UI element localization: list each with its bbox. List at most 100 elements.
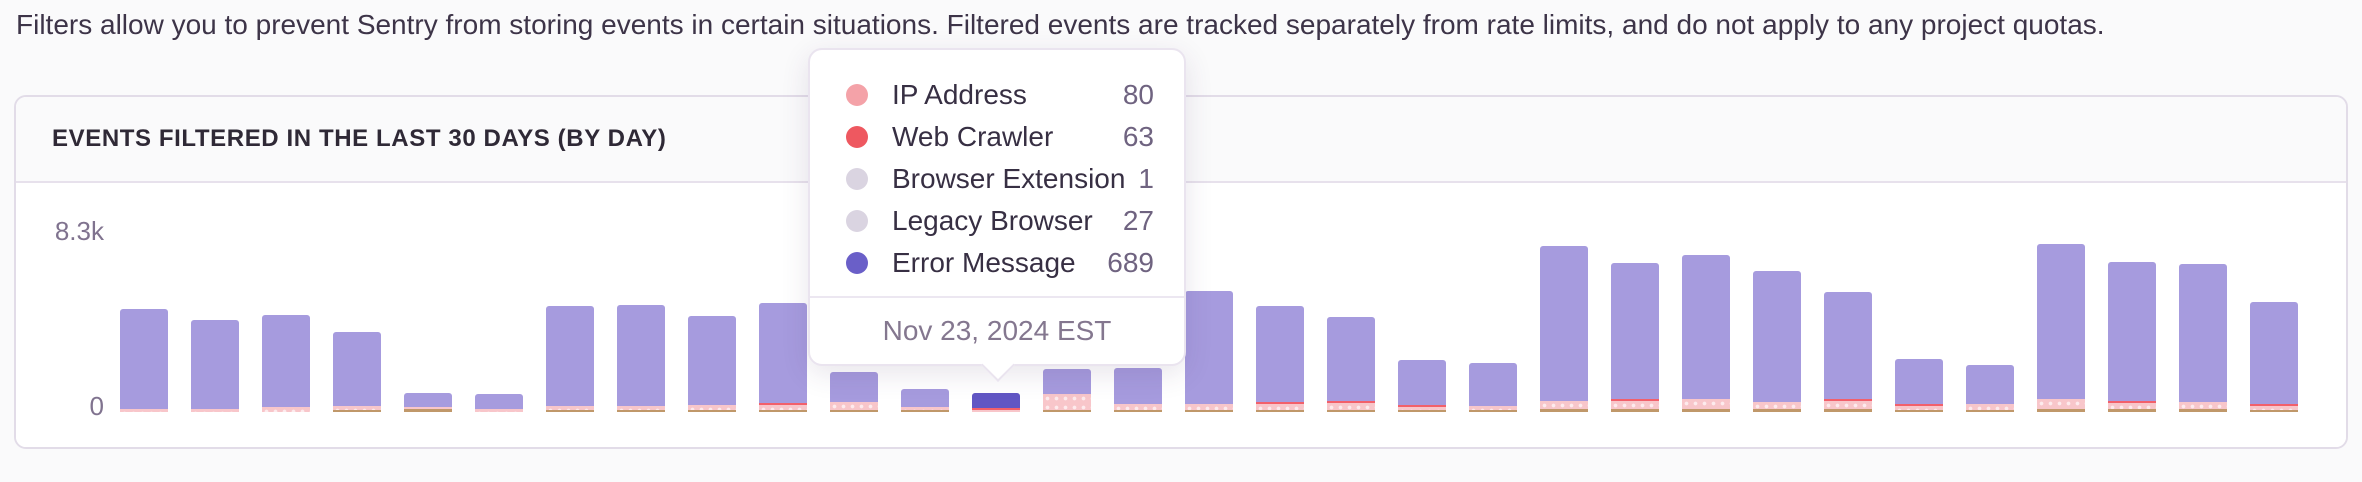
bar-segment-error — [1185, 291, 1233, 404]
bar-segment-other — [1398, 410, 1446, 412]
chart-bar[interactable] — [1327, 317, 1375, 412]
bar-segment-error — [1895, 359, 1943, 404]
chart-bar[interactable] — [617, 305, 665, 412]
chart-bar[interactable] — [191, 320, 239, 412]
tooltip-row-value: 63 — [1122, 121, 1154, 152]
bar-segment-other — [1611, 409, 1659, 412]
bar-segment-error — [1256, 306, 1304, 402]
chart-bar[interactable] — [2108, 262, 2156, 412]
tooltip-row: Error Message 689 — [846, 242, 1154, 284]
bar-segment-other — [2037, 409, 2085, 412]
chart-bar[interactable] — [404, 393, 452, 412]
chart-bar[interactable] — [1540, 246, 1588, 412]
chart-bar[interactable] — [1469, 363, 1517, 412]
tooltip-divider — [810, 296, 1184, 298]
chart-bar[interactable] — [2037, 244, 2085, 412]
chart-bar[interactable] — [2250, 302, 2298, 412]
bar-segment-other — [1753, 409, 1801, 412]
chart-bar[interactable] — [546, 306, 594, 412]
tooltip-row-label: Browser Extension — [892, 163, 1126, 194]
bar-segment-ip — [1824, 401, 1872, 409]
bars-container — [16, 183, 2346, 447]
chart-bar[interactable] — [688, 316, 736, 412]
bar-segment-other — [1469, 410, 1517, 412]
bar-segment-other — [333, 410, 381, 412]
chart-bar[interactable] — [2179, 264, 2227, 412]
bar-segment-error — [1966, 365, 2014, 404]
bar-segment-error — [1753, 271, 1801, 402]
chart-bar[interactable] — [1114, 368, 1162, 412]
bar-segment-ip — [688, 405, 736, 410]
bar-segment-error — [1114, 368, 1162, 404]
bar-segment-ip — [1398, 407, 1446, 410]
bar-segment-error — [2108, 262, 2156, 401]
bar-segment-error — [759, 303, 807, 403]
bar-segment-error — [2250, 302, 2298, 404]
bar-segment-ip — [262, 407, 310, 412]
tooltip-row: Web Crawler 63 — [846, 116, 1154, 158]
chart-bar[interactable] — [1185, 291, 1233, 412]
chart-bar[interactable] — [120, 309, 168, 412]
page-description: Filters allow you to prevent Sentry from… — [16, 9, 2105, 40]
bar-segment-other — [1824, 409, 1872, 412]
legend-dot-icon — [846, 210, 868, 232]
tooltip-date: Nov 23, 2024 EST — [882, 315, 1112, 346]
bar-segment-error — [1469, 363, 1517, 406]
bar-segment-other — [404, 409, 452, 412]
bar-segment-other — [2250, 410, 2298, 412]
chart-bar[interactable] — [1895, 359, 1943, 412]
bar-segment-error — [120, 309, 168, 409]
bar-segment-ip — [1043, 394, 1091, 410]
chart-bar[interactable] — [1398, 360, 1446, 412]
bar-segment-other — [1256, 410, 1304, 412]
bar-segment-ip — [1185, 404, 1233, 410]
chart-bar[interactable] — [1824, 292, 1872, 412]
bar-segment-other — [830, 410, 878, 412]
chart-bar[interactable] — [1043, 369, 1091, 412]
tooltip-row-value: 80 — [1122, 79, 1154, 110]
bar-segment-error — [333, 332, 381, 406]
bar-segment-crawler — [759, 403, 807, 405]
chart-bar[interactable] — [759, 303, 807, 412]
legend-dot-icon — [846, 84, 868, 106]
tooltip-row-label: IP Address — [892, 79, 1027, 110]
tooltip-rows: IP Address 80 Web Crawler 63 Browser Extensi… — [810, 50, 1184, 284]
chart-bar[interactable] — [1966, 365, 2014, 412]
bar-segment-ip — [1540, 401, 1588, 409]
tooltip-row: Legacy Browser 27 — [846, 200, 1154, 242]
chart-bar[interactable] — [475, 394, 523, 412]
chart-bar[interactable] — [1256, 306, 1304, 412]
panel-title: EVENTS FILTERED IN THE LAST 30 DAYS (BY … — [52, 125, 667, 152]
bar-segment-ip — [191, 409, 239, 412]
chart-bar-hovered[interactable] — [972, 393, 1020, 412]
chart-bar[interactable] — [262, 315, 310, 412]
bar-segment-error — [2037, 244, 2085, 399]
bar-segment-crawler — [1611, 399, 1659, 401]
chart-bar[interactable] — [1682, 255, 1730, 412]
bar-segment-crawler — [972, 408, 1020, 410]
chart-bar[interactable] — [1753, 271, 1801, 412]
bar-segment-ip — [972, 410, 1020, 412]
bar-segment-error — [546, 306, 594, 406]
bar-segment-other — [1114, 410, 1162, 412]
bar-segment-error — [262, 315, 310, 407]
chart-bar[interactable] — [830, 372, 878, 412]
legend-dot-icon — [846, 126, 868, 148]
bar-segment-ip — [2250, 406, 2298, 410]
chart-tooltip: IP Address 80 Web Crawler 63 Browser Extensi… — [808, 48, 1186, 382]
tooltip-row-label: Error Message — [892, 247, 1076, 278]
bar-segment-error — [688, 316, 736, 405]
bar-segment-ip — [617, 406, 665, 410]
bar-segment-error — [1611, 263, 1659, 399]
bar-segment-other — [901, 410, 949, 412]
bar-segment-ip — [901, 407, 949, 410]
bar-segment-error — [2179, 264, 2227, 402]
bar-segment-other — [1540, 409, 1588, 412]
chart-bar[interactable] — [1611, 263, 1659, 412]
bar-segment-error — [191, 320, 239, 409]
bar-segment-crawler — [1327, 401, 1375, 403]
y-axis-min-label: 0 — [89, 391, 104, 421]
chart-bar[interactable] — [333, 332, 381, 412]
chart-bar[interactable] — [901, 389, 949, 412]
bar-segment-other — [1682, 409, 1730, 412]
